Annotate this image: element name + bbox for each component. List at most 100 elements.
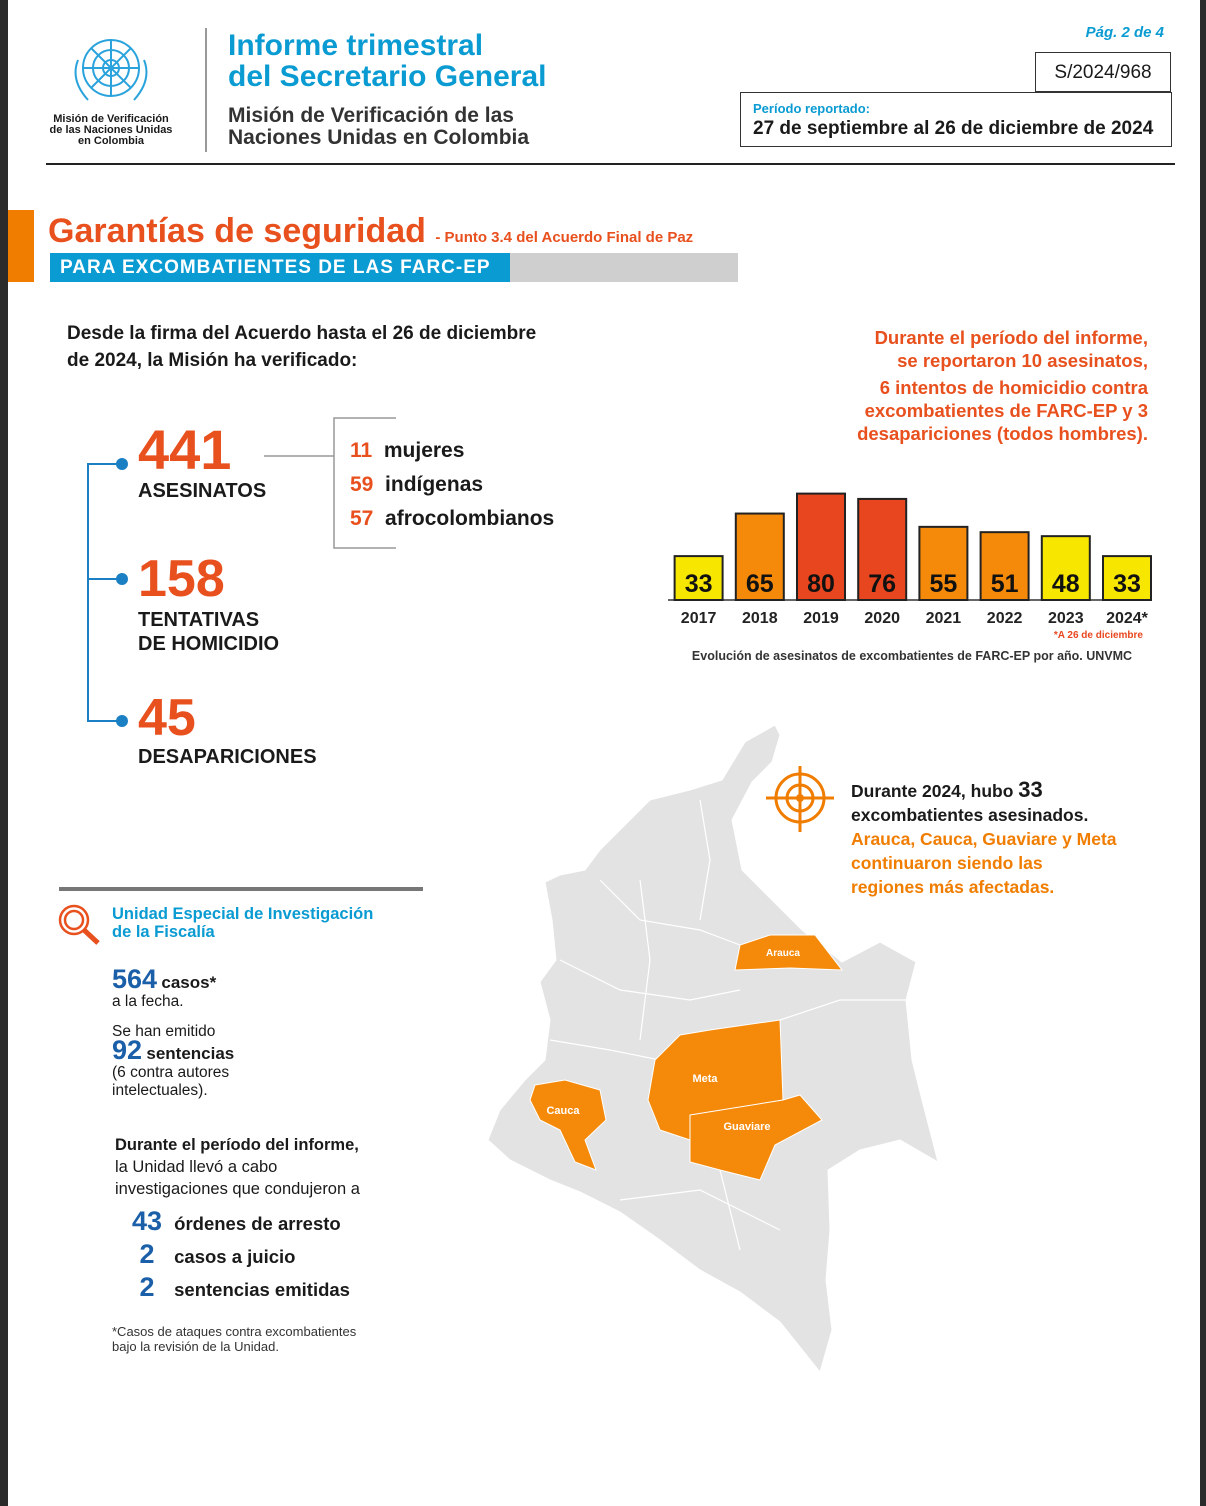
breakdown-item: 11 mujeres	[350, 434, 554, 468]
bar	[1040, 535, 1091, 601]
bar	[857, 497, 908, 602]
period-line: investigaciones que condujeron a	[115, 1180, 360, 1198]
bar-value-label: 33	[1113, 570, 1141, 598]
region-label: Guaviare	[723, 1121, 770, 1133]
divider	[205, 28, 207, 152]
bar	[734, 512, 785, 601]
bar-value-label: 55	[929, 570, 957, 598]
map-highlight: Arauca, Cauca, Guaviare y Meta continuar…	[851, 827, 1117, 899]
doc-code: S/2024/968	[1035, 52, 1171, 92]
bar	[673, 555, 724, 601]
x-tick-label: 2023	[1048, 610, 1084, 627]
result-value: 2	[139, 1272, 155, 1302]
breakdown-label: mujeres	[383, 439, 465, 462]
region-shape	[734, 934, 844, 971]
stat-value: 45	[138, 689, 196, 747]
bar-value-label: 33	[685, 570, 713, 598]
cases-note: a la fecha.	[112, 993, 184, 1010]
x-tick-label: 2017	[681, 610, 717, 627]
period-box: Período reportado: 27 de septiembre al 2…	[740, 92, 1172, 147]
intro: Desde la firma del Acuerdo hasta el 26 d…	[67, 320, 536, 374]
period-label: Período reportado:	[753, 101, 871, 116]
region-shape	[689, 1094, 823, 1181]
map: Arauca Meta Cauca Guaviare	[487, 724, 939, 1374]
bar	[979, 531, 1030, 601]
fiscalia-period: Durante el período del informe, la Unida…	[115, 1134, 360, 1200]
fiscalia-stats: 564 casos* a la fecha. Se han emitido 92…	[112, 966, 234, 1100]
intro-line: de 2024, la Misión ha verificado:	[67, 350, 358, 371]
highlight-line: regiones más afectadas.	[851, 877, 1055, 897]
subtitle-line: Misión de Verificación de las	[228, 104, 514, 127]
bar-chart: *A 26 de diciembre Evolución de asesinat…	[668, 492, 1152, 663]
fiscalia-title: Unidad Especial de Investigación de la F…	[112, 905, 373, 941]
section-subtitle: - Punto 3.4 del Acuerdo Final de Paz	[435, 229, 694, 246]
x-tick-label: 2018	[742, 610, 778, 627]
x-tick-label: 2019	[803, 610, 839, 627]
breakdown: 11 mujeres 59 indígenas 57 afrocolombian…	[350, 434, 554, 536]
result-value: 43	[131, 1206, 163, 1236]
map-note-suffix: excombatientes asesinados.	[851, 805, 1089, 825]
bar-value-label: 48	[1052, 570, 1080, 598]
region-label: Cauca	[546, 1105, 580, 1117]
bar-value-label: 51	[991, 570, 1019, 598]
chart-footnote: *A 26 de diciembre	[1054, 630, 1144, 641]
footnote-line: bajo la revisión de la Unidad.	[112, 1339, 279, 1354]
stat-label: DESAPARICIONES	[138, 746, 317, 768]
result-label: casos a juicio	[174, 1246, 296, 1267]
highlight-line: Arauca, Cauca, Guaviare y Meta	[851, 829, 1117, 849]
report-subtitle: Misión de Verificación de las Naciones U…	[228, 105, 529, 149]
period-line: Durante el período del informe,	[115, 1136, 359, 1154]
stat: 158 TENTATIVAS DE HOMICIDIO	[138, 550, 279, 656]
region-label: Arauca	[766, 948, 800, 959]
sentences-intro: Se han emitido	[112, 1023, 216, 1040]
footnote-line: *Casos de ataques contra excombatientes	[112, 1324, 357, 1339]
breakdown-value: 59	[350, 473, 374, 496]
stat-label: ASESINATOS	[138, 480, 267, 502]
highlight-line: continuaron siendo las	[851, 853, 1043, 873]
period-note: Durante el período del informe, se repor…	[857, 326, 1148, 445]
stat-label-line: TENTATIVAS	[138, 609, 260, 631]
x-tick-label: 2022	[987, 610, 1023, 627]
x-tick-label: 2020	[864, 610, 900, 627]
breakdown-label: afrocolombianos	[385, 507, 555, 530]
fiscalia-title-line: Unidad Especial de Investigación	[112, 905, 374, 923]
frame-right	[1200, 0, 1206, 1506]
sentences-note: intelectuales).	[112, 1082, 208, 1099]
search-icon	[58, 904, 100, 945]
map-note-value: 33	[1018, 777, 1043, 802]
cases-value: 564	[112, 964, 158, 994]
org-name: Misión de Verificación de las Naciones U…	[40, 114, 182, 147]
chart-caption: Evolución de asesinatos de excombatiente…	[692, 649, 1132, 663]
org-line: de las Naciones Unidas	[49, 124, 173, 136]
note-line: se reportaron 10 asesinatos,	[897, 350, 1148, 371]
title-line: del Secretario General	[228, 60, 547, 93]
note-line: excombatientes de FARC-EP y 3	[864, 400, 1148, 421]
stat: 45 DESAPARICIONES	[138, 690, 317, 769]
report-title: Informe trimestral del Secretario Genera…	[228, 30, 547, 92]
map-note: Durante 2024, hubo 33 excombatientes ase…	[851, 778, 1117, 899]
bar-value-label: 80	[807, 570, 835, 598]
banner: PARA EXCOMBATIENTES DE LAS FARC-EP	[50, 253, 510, 282]
bar	[1102, 555, 1152, 601]
x-tick-label: 2021	[926, 610, 962, 627]
title-line: Informe trimestral	[228, 29, 484, 62]
stats-connectors	[87, 417, 396, 727]
breakdown-item: 57 afrocolombianos	[350, 502, 554, 536]
note-line: 6 intentos de homicidio contra	[879, 377, 1148, 398]
sentences-note: (6 contra autores	[112, 1064, 230, 1081]
note-line: Durante el período del informe,	[874, 327, 1148, 348]
breakdown-value: 57	[350, 507, 374, 530]
cases-label: casos*	[161, 973, 217, 992]
frame-left	[0, 0, 8, 1506]
bar	[796, 492, 846, 602]
intro-line: Desde la firma del Acuerdo hasta el 26 d…	[67, 323, 537, 344]
note-line: desapariciones (todos hombres).	[857, 423, 1148, 444]
section-title: Garantías de seguridad - Punto 3.4 del A…	[48, 212, 693, 251]
org-line: Misión de Verificación	[53, 113, 169, 125]
stat-label-line: DE HOMICIDIO	[138, 633, 280, 655]
stat: 441 ASESINATOS	[138, 420, 266, 503]
fiscalia-rule	[59, 887, 423, 891]
period: 27 de septiembre al 26 de diciembre de 2…	[753, 118, 1154, 139]
bar-value-label: 65	[746, 570, 774, 598]
